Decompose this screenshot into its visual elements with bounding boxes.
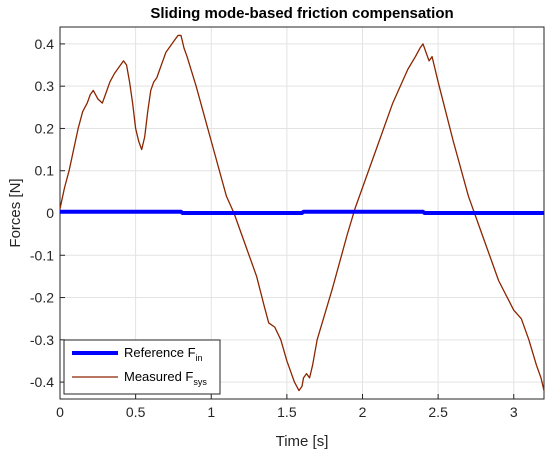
x-tick-label: 1 xyxy=(207,404,215,420)
x-tick-label: 0.5 xyxy=(126,404,146,420)
y-tick-label: 0.4 xyxy=(35,36,55,52)
y-tick-label: 0.3 xyxy=(35,78,55,94)
x-tick-label: 2.5 xyxy=(428,404,448,420)
legend: Reference Fin Measured Fsys xyxy=(63,339,221,395)
x-tick-label: 0 xyxy=(56,404,64,420)
legend-label-measured: Measured Fsys xyxy=(124,369,207,387)
chart-title: Sliding mode-based friction compensation xyxy=(150,5,453,22)
y-tick-label: 0.1 xyxy=(35,163,55,179)
y-tick-label: -0.3 xyxy=(30,332,54,348)
y-axis-label: Forces [N] xyxy=(7,178,24,247)
axis-ticks: 0 0.5 1 1.5 2 2.5 3 -0.4 -0.3 -0.2 -0.1 0 0.1 0.2 0.3 0… xyxy=(30,36,518,420)
x-tick-label: 2 xyxy=(359,404,367,420)
x-tick-label: 3 xyxy=(510,404,518,420)
y-tick-label: -0.2 xyxy=(30,290,54,306)
series-line-reference-f xyxy=(60,209,544,215)
x-tick-label: 1.5 xyxy=(277,404,297,420)
x-axis-label: Time [s] xyxy=(276,433,329,450)
y-tick-label: -0.1 xyxy=(30,247,54,263)
legend-box xyxy=(63,339,221,395)
y-tick-label: 0.2 xyxy=(35,120,55,136)
legend-label-reference: Reference Fin xyxy=(124,345,203,363)
y-tick-label: 0 xyxy=(46,205,54,221)
y-tick-label: -0.4 xyxy=(30,374,54,390)
series-lines xyxy=(59,34,545,392)
